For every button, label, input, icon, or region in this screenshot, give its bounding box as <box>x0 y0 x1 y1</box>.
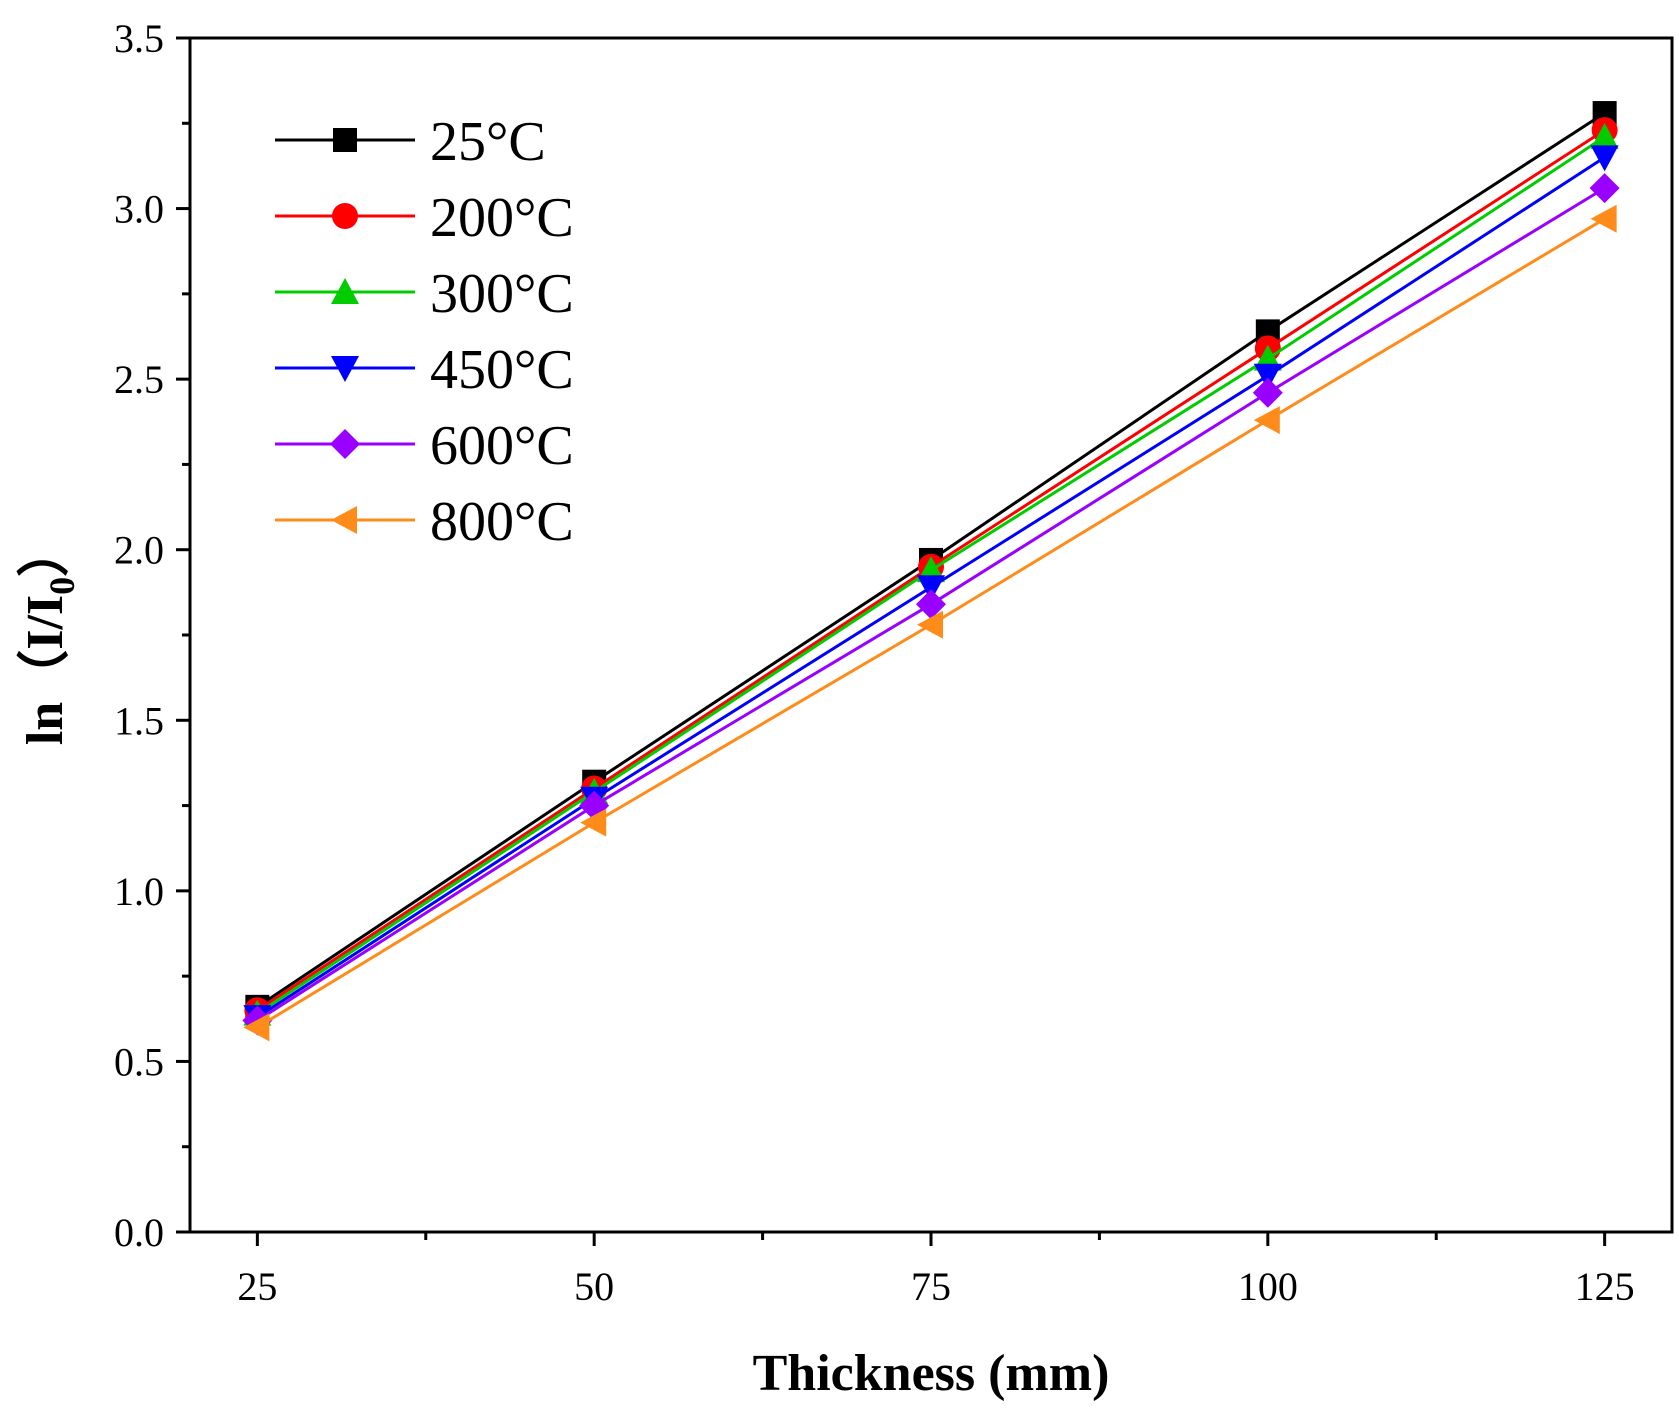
legend-label: 300°C <box>430 263 574 325</box>
y-tick-label: 1.5 <box>114 698 164 743</box>
legend-label: 25°C <box>430 111 546 173</box>
ticks-layer: 25 50 75 100 125 0.0 0.5 1.0 1.5 2.0 2.5 3.0 3.5 <box>114 16 1635 1309</box>
data-point <box>1590 122 1619 149</box>
y-tick-label: 3.5 <box>114 16 164 61</box>
legend-marker <box>331 506 357 534</box>
y-axis-title-suffix: ） <box>16 525 74 577</box>
legend-item: 200°C <box>275 187 574 249</box>
legend-label: 800°C <box>430 491 574 553</box>
y-tick-label: 1.0 <box>114 869 164 914</box>
legend-marker <box>332 203 358 229</box>
x-tick-label: 75 <box>911 1264 951 1309</box>
y-tick-label: 0.0 <box>114 1210 164 1255</box>
data-point <box>580 808 607 837</box>
data-point <box>1252 377 1283 408</box>
legend-marker <box>330 429 360 459</box>
legend-marker <box>333 128 357 152</box>
y-axis-title-subscript: 0 <box>42 577 82 595</box>
data-point <box>1589 173 1620 204</box>
legend-marker <box>331 278 359 304</box>
legend-label: 600°C <box>430 415 574 477</box>
legend-item: 800°C <box>275 491 574 553</box>
legend-item: 300°C <box>275 263 574 325</box>
data-point <box>1590 204 1617 233</box>
y-tick-label: 3.0 <box>114 187 164 232</box>
series-300C-group <box>243 122 1619 1026</box>
data-point <box>917 575 945 602</box>
data-point <box>243 1013 270 1042</box>
legend-label: 450°C <box>430 339 574 401</box>
legend-item: 450°C <box>275 339 574 401</box>
data-point <box>1253 406 1280 435</box>
y-axis-title: ln（I/I0） <box>16 525 82 745</box>
y-tick-label: 2.0 <box>114 528 164 573</box>
legend: 25°C 200°C 300°C 450°C 600°C 800°C <box>275 111 574 553</box>
x-tick-label: 125 <box>1575 1264 1635 1309</box>
legend-item: 600°C <box>275 415 574 477</box>
y-tick-label: 0.5 <box>114 1039 164 1084</box>
data-point <box>1253 363 1282 390</box>
x-tick-label: 50 <box>574 1264 614 1309</box>
data-point <box>917 610 943 639</box>
x-tick-label: 100 <box>1238 1264 1298 1309</box>
y-axis-title-prefix: ln（I/I <box>16 595 74 745</box>
data-point <box>916 589 946 620</box>
series-800C-group <box>243 204 1617 1042</box>
data-point <box>1590 145 1619 172</box>
x-axis-title: Thickness (mm) <box>753 1345 1110 1402</box>
legend-item: 25°C <box>275 111 546 173</box>
legend-marker <box>331 356 359 382</box>
series-layer <box>242 101 1620 1042</box>
legend-label: 200°C <box>430 187 574 249</box>
x-tick-label: 25 <box>237 1264 277 1309</box>
y-tick-label: 2.5 <box>114 357 164 402</box>
